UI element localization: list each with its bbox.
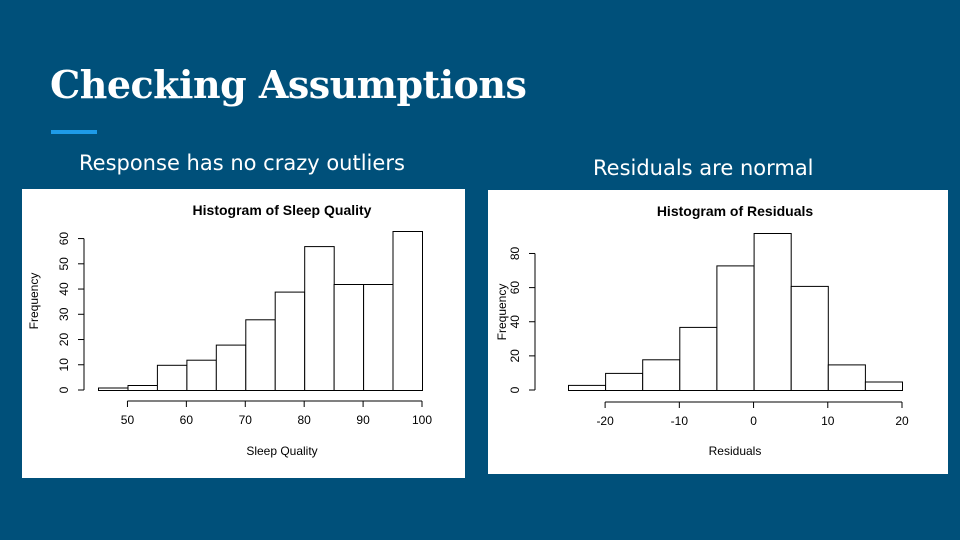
y-tick-label: 60: [57, 232, 71, 246]
histogram-bar: [215, 344, 247, 392]
x-tick-label: 70: [239, 413, 253, 427]
y-axis-label: Frequency: [495, 284, 509, 341]
chart-title: Histogram of Residuals: [657, 203, 814, 219]
histogram-bar: [568, 384, 607, 391]
x-tick-label: 50: [121, 413, 135, 427]
x-tick-label: 90: [356, 413, 370, 427]
y-axis-label: Frequency: [27, 273, 41, 330]
histogram-bar: [127, 385, 158, 391]
y-tick-label: 30: [57, 307, 71, 321]
histogram-bar: [304, 246, 335, 391]
histogram-bar: [679, 326, 718, 391]
residuals-histogram-panel: Histogram of Residuals Residuals Frequen…: [488, 190, 948, 474]
y-tick-label: 40: [57, 282, 71, 296]
x-tick-label: 10: [821, 414, 835, 428]
x-axis-label: Sleep Quality: [246, 444, 317, 458]
histogram-bar: [274, 291, 306, 391]
y-tick-label: 20: [57, 333, 71, 347]
y-tick-label: 80: [508, 246, 522, 260]
y-tick-label: 10: [57, 358, 71, 372]
sleep-quality-histogram-panel: Histogram of Sleep Quality Sleep Quality…: [22, 189, 465, 478]
histogram-bar: [642, 359, 681, 392]
y-axis: 0 20 40 60 80: [508, 246, 536, 393]
x-tick-label: 20: [895, 414, 909, 428]
sleep-quality-histogram: Histogram of Sleep Quality Sleep Quality…: [27, 202, 432, 458]
bars: [568, 233, 903, 392]
title-accent-rule: [51, 130, 97, 134]
bars: [98, 231, 423, 392]
histogram-bar: [156, 364, 188, 392]
y-tick-label: 60: [508, 281, 522, 295]
x-axis-label: Residuals: [709, 444, 762, 458]
histogram-bar: [605, 372, 644, 391]
caption-outliers: Response has no crazy outliers: [79, 151, 405, 175]
histogram-bar: [864, 381, 903, 391]
y-axis: 0 10 20 30 40 50 60: [57, 232, 85, 393]
y-tick-label: 0: [57, 386, 71, 393]
caption-residuals: Residuals are normal: [593, 156, 814, 180]
histogram-bar: [363, 284, 394, 391]
histogram-bar: [333, 284, 365, 391]
slide-title: Checking Assumptions: [50, 62, 527, 107]
chart-title: Histogram of Sleep Quality: [193, 202, 372, 218]
y-tick-label: 20: [508, 349, 522, 363]
x-tick-label: -20: [596, 414, 614, 428]
x-axis: 50 60 70 80 90 100: [121, 400, 432, 427]
histogram-bar: [186, 359, 217, 391]
x-tick-label: 80: [298, 413, 312, 427]
y-tick-label: 50: [57, 257, 71, 271]
histogram-bar: [716, 265, 755, 391]
y-tick-label: 0: [508, 386, 522, 393]
x-tick-label: 0: [750, 414, 757, 428]
x-tick-label: 100: [412, 413, 432, 427]
histogram-bar: [98, 387, 129, 391]
x-axis: -20 -10 0 10 20: [596, 401, 909, 428]
residuals-histogram: Histogram of Residuals Residuals Frequen…: [495, 203, 909, 458]
histogram-bar: [790, 285, 829, 391]
x-tick-label: -10: [671, 414, 689, 428]
x-tick-label: 60: [180, 413, 194, 427]
histogram-bar: [753, 233, 792, 391]
histogram-bar: [827, 364, 866, 391]
histogram-bar: [392, 231, 423, 391]
y-tick-label: 40: [508, 315, 522, 329]
histogram-bar: [245, 319, 276, 391]
